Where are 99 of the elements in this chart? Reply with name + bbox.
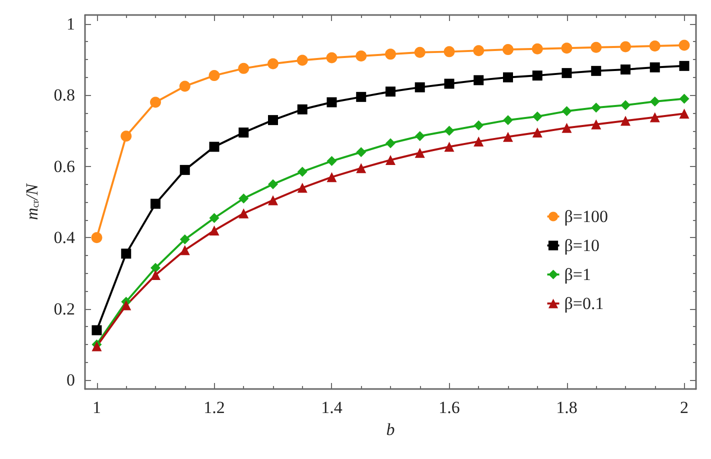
- point: [503, 132, 513, 142]
- point: [650, 62, 660, 72]
- point: [386, 86, 396, 97]
- x-tick-label: 1.2: [204, 398, 225, 417]
- point: [180, 245, 190, 256]
- point: [326, 97, 337, 108]
- point: [326, 172, 337, 182]
- point: [356, 92, 366, 102]
- legend-label: β=0.1: [564, 294, 604, 313]
- point: [238, 193, 249, 204]
- point: [385, 48, 396, 60]
- point: [414, 148, 425, 158]
- x-tick-label: 2: [680, 398, 688, 417]
- y-tick-label: 1: [66, 14, 75, 34]
- legend-label: β=10: [564, 236, 600, 255]
- y-tick-label: 0.8: [54, 86, 75, 105]
- point: [414, 131, 425, 142]
- point: [620, 116, 630, 126]
- point: [532, 112, 542, 122]
- point: [386, 138, 396, 148]
- point: [209, 213, 220, 224]
- point: [209, 142, 220, 152]
- point: [679, 108, 690, 119]
- point: [297, 166, 308, 177]
- point: [150, 198, 160, 209]
- point: [620, 64, 630, 74]
- point: [268, 195, 278, 206]
- point: [649, 40, 660, 52]
- point: [474, 120, 484, 130]
- x-axis-title: b: [386, 420, 395, 439]
- point: [561, 42, 572, 54]
- x-tick-label: 1.6: [438, 398, 460, 417]
- point: [180, 164, 190, 175]
- point: [679, 94, 690, 104]
- point: [92, 325, 102, 336]
- legend-label: β=100: [564, 207, 608, 226]
- point: [238, 208, 249, 218]
- y-axis-title: mcr/N: [22, 182, 42, 220]
- point: [562, 68, 572, 78]
- point: [444, 126, 454, 136]
- point: [179, 80, 190, 92]
- y-tick-label: 0.6: [54, 156, 75, 176]
- point: [678, 40, 690, 51]
- point: [238, 62, 250, 74]
- point: [591, 102, 602, 113]
- point: [444, 142, 454, 152]
- point: [91, 232, 102, 244]
- y-tick-label: 0: [66, 370, 75, 390]
- point: [180, 234, 190, 244]
- point: [591, 66, 602, 76]
- point: [562, 122, 572, 133]
- point: [650, 96, 660, 107]
- point: [414, 46, 426, 58]
- point: [414, 82, 425, 92]
- point: [620, 41, 631, 52]
- point: [150, 262, 160, 273]
- legend-label: β=1: [564, 265, 592, 284]
- point: [502, 44, 514, 56]
- point: [268, 58, 278, 70]
- x-tick-label: 1: [92, 398, 101, 417]
- point: [238, 128, 249, 138]
- point: [268, 179, 278, 190]
- point: [326, 156, 337, 166]
- point: [120, 130, 132, 142]
- point: [209, 225, 220, 236]
- point: [386, 154, 396, 165]
- point: [532, 43, 543, 54]
- x-tick-label: 1.4: [321, 398, 343, 417]
- point: [562, 106, 572, 116]
- point: [296, 54, 308, 66]
- point: [503, 72, 513, 82]
- point: [121, 248, 132, 259]
- point: [474, 136, 484, 146]
- point: [150, 96, 161, 108]
- point: [474, 75, 484, 86]
- point: [620, 100, 630, 110]
- point: [590, 42, 602, 53]
- point: [326, 52, 338, 64]
- point: [650, 112, 660, 122]
- point: [356, 147, 366, 158]
- point: [268, 115, 278, 126]
- point: [473, 45, 484, 56]
- y-tick-label: 0.4: [54, 228, 76, 248]
- point: [444, 78, 454, 89]
- point: [679, 60, 690, 71]
- point: [532, 128, 542, 138]
- point: [532, 70, 542, 81]
- y-tick-label: 0.2: [54, 299, 75, 318]
- point: [591, 119, 602, 130]
- point: [356, 163, 366, 174]
- point: [503, 115, 513, 126]
- point: [121, 300, 132, 310]
- point: [208, 70, 220, 82]
- point: [444, 46, 455, 58]
- x-tick-label: 1.8: [556, 398, 578, 417]
- point: [297, 182, 308, 193]
- point: [356, 50, 367, 62]
- point: [297, 104, 308, 114]
- point: [150, 270, 160, 280]
